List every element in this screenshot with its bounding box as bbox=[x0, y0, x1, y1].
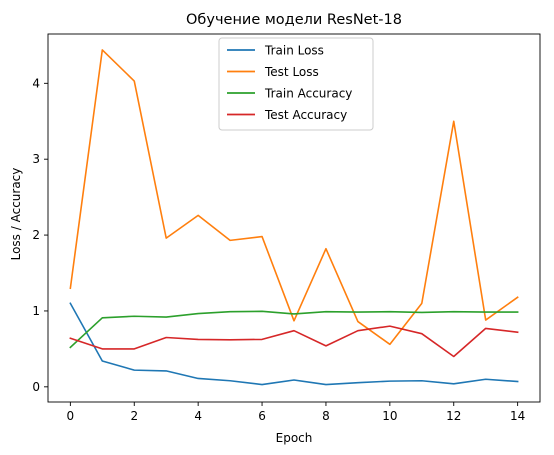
series-layer bbox=[69, 49, 519, 386]
chart-title: Обучение модели ResNet-18 bbox=[186, 12, 402, 28]
y-tick-label: 4 bbox=[32, 76, 40, 90]
x-tick-label: 14 bbox=[510, 409, 525, 423]
legend-box bbox=[218, 37, 374, 131]
x-tick-label: 8 bbox=[322, 409, 330, 423]
x-tick-label: 0 bbox=[67, 409, 75, 423]
plot-frame bbox=[47, 33, 541, 403]
series-line-train-loss bbox=[69, 302, 519, 386]
legend-entry-label: Train Accuracy bbox=[264, 87, 352, 101]
legend-entry-label: Train Loss bbox=[264, 44, 324, 58]
series-line-test-accuracy bbox=[69, 325, 519, 358]
legend: Train Loss Test Loss Train Accuracy Test Ac… bbox=[218, 37, 374, 131]
x-tick-label: 2 bbox=[130, 409, 138, 423]
x-axis-label: Epoch bbox=[276, 431, 313, 445]
x-tick-label: 4 bbox=[194, 409, 202, 423]
series-line-train-accuracy bbox=[69, 310, 519, 349]
y-tick-label: 2 bbox=[32, 228, 40, 242]
x-tick-label: 10 bbox=[382, 409, 397, 423]
legend-entry-label: Test Loss bbox=[264, 65, 319, 79]
y-tick-label: 1 bbox=[32, 304, 40, 318]
x-tick-label: 12 bbox=[446, 409, 461, 423]
series-line-test-loss bbox=[69, 49, 519, 346]
y-tick-label: 3 bbox=[32, 152, 40, 166]
legend-entry-label: Test Accuracy bbox=[264, 108, 347, 122]
x-tick-label: 6 bbox=[258, 409, 266, 423]
y-tick-label: 0 bbox=[32, 380, 40, 394]
y-axis-label: Loss / Accuracy bbox=[9, 168, 23, 261]
